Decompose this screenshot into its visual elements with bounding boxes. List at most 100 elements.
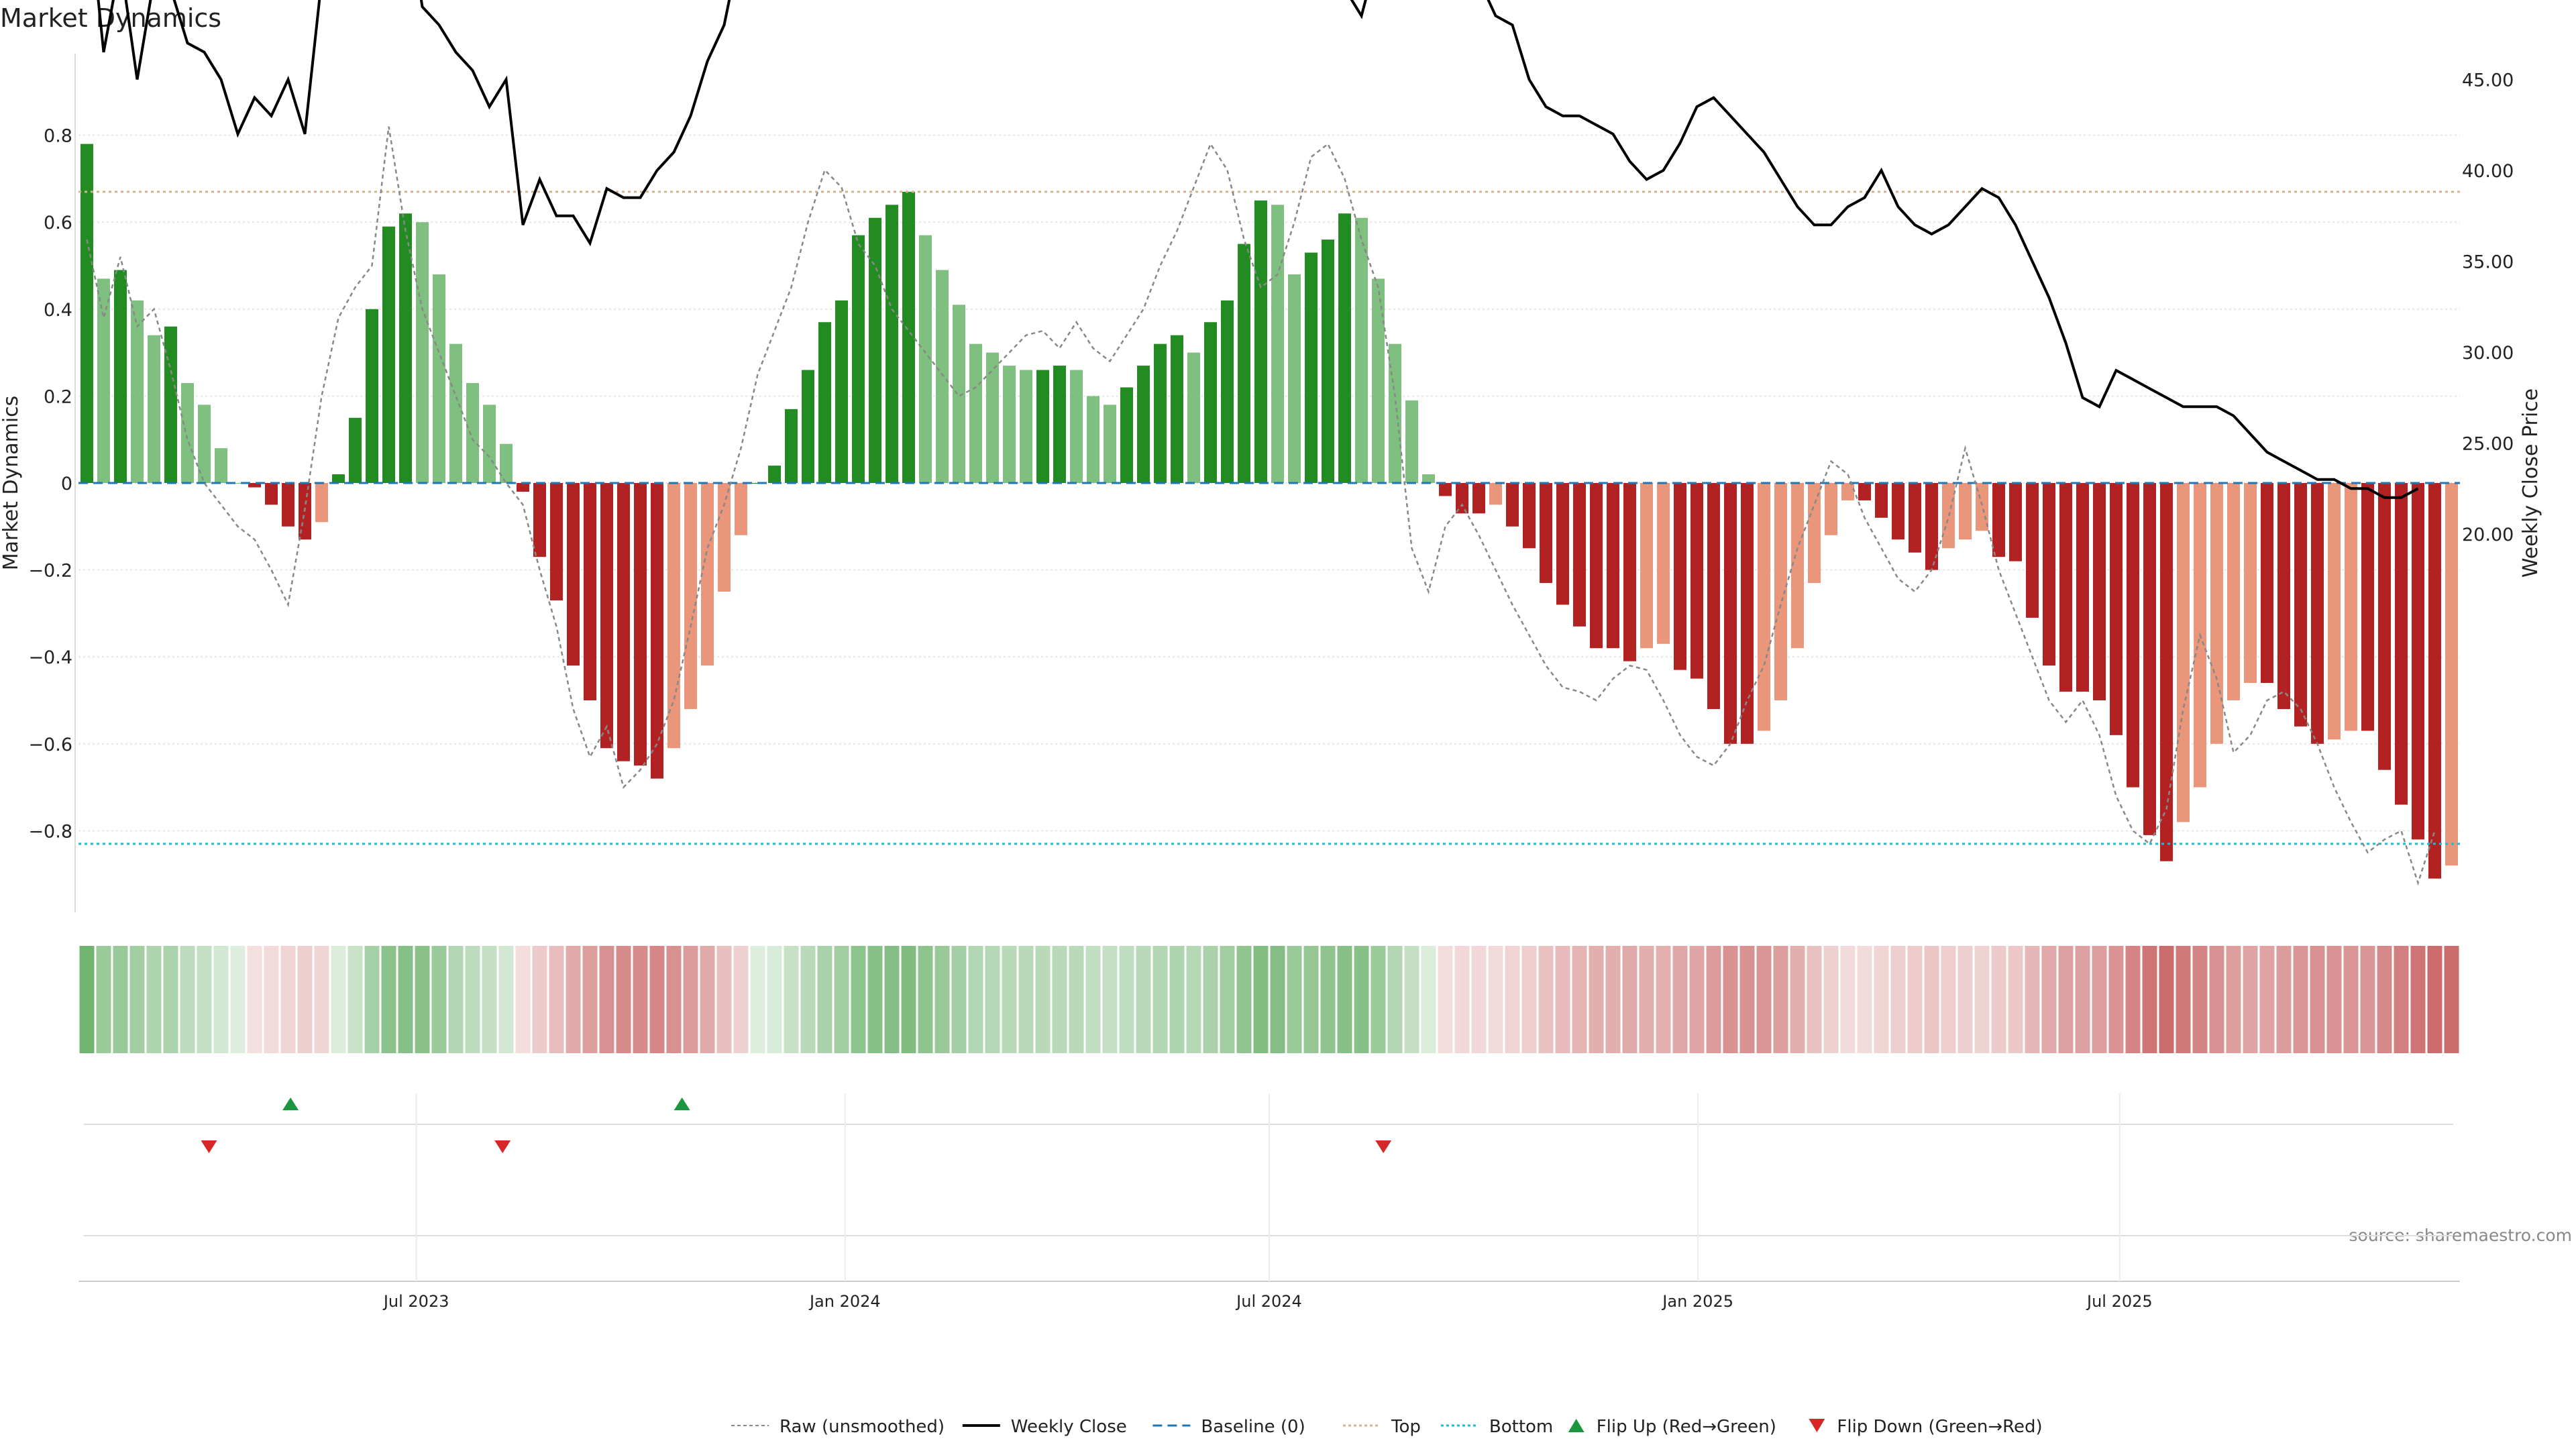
- dynamics-bar: [1875, 483, 1888, 518]
- right-axis-label: Weekly Close Price: [2519, 388, 2542, 578]
- dynamics-heat-cell: [1639, 946, 1654, 1053]
- dynamics-bar: [1003, 366, 1016, 483]
- dynamics-heat-cell: [1890, 946, 1906, 1053]
- dynamics-heat-cell: [1857, 946, 1872, 1053]
- dynamics-bar: [2378, 483, 2391, 770]
- dynamics-heat-cell: [599, 946, 614, 1053]
- legend-label: Baseline (0): [1201, 1417, 1305, 1437]
- dynamics-heat-cell: [1018, 946, 1034, 1053]
- right-tick-label: 35.00: [2462, 252, 2514, 273]
- dynamics-bar: [466, 382, 479, 483]
- dynamics-bar: [114, 270, 127, 483]
- dynamics-heat-cell: [1807, 946, 1822, 1053]
- dynamics-heat-cell: [1756, 946, 1772, 1053]
- dynamics-bar: [835, 300, 848, 483]
- dynamics-bar: [1707, 483, 1720, 709]
- dynamics-bar: [1322, 239, 1334, 483]
- dynamics-heat-cell: [129, 946, 145, 1053]
- dynamics-bar: [1523, 483, 1536, 549]
- dynamics-bar: [584, 483, 596, 700]
- dynamics-heat-cell: [1672, 946, 1688, 1053]
- right-tick-label: 45.00: [2462, 70, 2514, 91]
- dynamics-heat-cell: [767, 946, 782, 1053]
- dynamics-bar: [2043, 483, 2055, 666]
- dynamics-heat-cell: [582, 946, 598, 1053]
- dynamics-heat-cell: [817, 946, 833, 1053]
- dynamics-heat-cell: [1505, 946, 1520, 1053]
- left-tick-label: 0: [61, 474, 72, 494]
- x-tick-label: Jan 2025: [1661, 1292, 1733, 1311]
- dynamics-heat-cell: [1438, 946, 1453, 1053]
- dynamics-heat-cell: [2108, 946, 2124, 1053]
- dynamics-heat-cell: [2427, 946, 2443, 1053]
- dynamics-bar: [768, 466, 781, 483]
- dynamics-heat-cell: [515, 946, 531, 1053]
- legend-label: Bottom: [1489, 1417, 1553, 1437]
- left-tick-label: 0.6: [44, 213, 72, 233]
- dynamics-heat-cell: [1203, 946, 1218, 1053]
- dynamics-bar: [550, 483, 563, 600]
- dynamics-bar: [1808, 483, 1821, 584]
- dynamics-bar: [416, 222, 429, 483]
- dynamics-bar: [1338, 213, 1351, 483]
- dynamics-bar: [1204, 322, 1217, 483]
- dynamics-bar: [869, 217, 881, 483]
- dynamics-heat-cell: [1119, 946, 1134, 1053]
- dynamics-bar: [818, 322, 831, 483]
- dynamics-bar: [2395, 483, 2408, 805]
- dynamics-bar: [315, 483, 328, 523]
- dynamics-heat-cell: [96, 946, 111, 1053]
- dynamics-heat-cell: [230, 946, 246, 1053]
- dynamics-bar: [617, 483, 630, 761]
- dynamics-bar: [2412, 483, 2424, 840]
- dynamics-heat-cell: [1874, 946, 1889, 1053]
- dynamics-heat-cell: [1488, 946, 1503, 1053]
- dynamics-bar: [1506, 483, 1519, 527]
- dynamics-heat-cell: [1220, 946, 1235, 1053]
- dynamics-bar: [97, 278, 110, 483]
- dynamics-heat-cell: [2343, 946, 2359, 1053]
- dynamics-bar: [2127, 483, 2139, 788]
- dynamics-heat-cell: [1957, 946, 1973, 1053]
- dynamics-heat-cell: [314, 946, 329, 1053]
- dynamics-bar: [1909, 483, 1921, 553]
- dynamics-bar: [1825, 483, 1837, 535]
- dynamics-heat-cell: [633, 946, 648, 1053]
- dynamics-heat-cell: [2444, 946, 2459, 1053]
- dynamics-heat-cell: [415, 946, 430, 1053]
- dynamics-bar: [2294, 483, 2307, 727]
- dynamics-heat-cell: [750, 946, 765, 1053]
- legend-item: Baseline (0): [1152, 1417, 1305, 1437]
- dynamics-bar: [1355, 217, 1368, 483]
- dynamics-bar: [1774, 483, 1787, 700]
- dynamics-bar: [1305, 252, 1318, 483]
- flip-down-marker: [201, 1140, 217, 1153]
- dynamics-heat-cell: [113, 946, 128, 1053]
- dynamics-heat-cell: [716, 946, 732, 1053]
- dynamics-heat-cell: [683, 946, 698, 1053]
- dynamics-heat-cell: [834, 946, 849, 1053]
- dynamics-heat-cell: [1035, 946, 1051, 1053]
- dynamics-bar: [567, 483, 580, 666]
- dynamics-bar: [1389, 343, 1401, 483]
- dynamics-heat-cell: [2293, 946, 2308, 1053]
- dynamics-bar: [2009, 483, 2022, 561]
- dynamics-heat-cell: [1840, 946, 1856, 1053]
- dynamics-bar: [533, 483, 546, 557]
- flip-up-marker: [674, 1097, 690, 1110]
- dynamics-heat-cell: [1723, 946, 1738, 1053]
- dynamics-heat-cell: [180, 946, 195, 1053]
- dynamics-bar: [399, 213, 412, 483]
- dynamics-heat-cell: [1454, 946, 1470, 1053]
- dynamics-heat-cell: [1689, 946, 1705, 1053]
- dynamics-bar: [969, 343, 982, 483]
- legend-item: Bottom: [1440, 1417, 1553, 1437]
- dynamics-heat-cell: [2025, 946, 2040, 1053]
- dynamics-heat-cell: [616, 946, 631, 1053]
- dynamics-heat-cell: [2276, 946, 2292, 1053]
- dynamics-heat-cell: [347, 946, 363, 1053]
- dynamics-heat-cell: [1102, 946, 1118, 1053]
- dynamics-bar: [986, 352, 999, 483]
- right-tick-label: 40.00: [2462, 161, 2514, 182]
- dynamics-bar: [1472, 483, 1485, 514]
